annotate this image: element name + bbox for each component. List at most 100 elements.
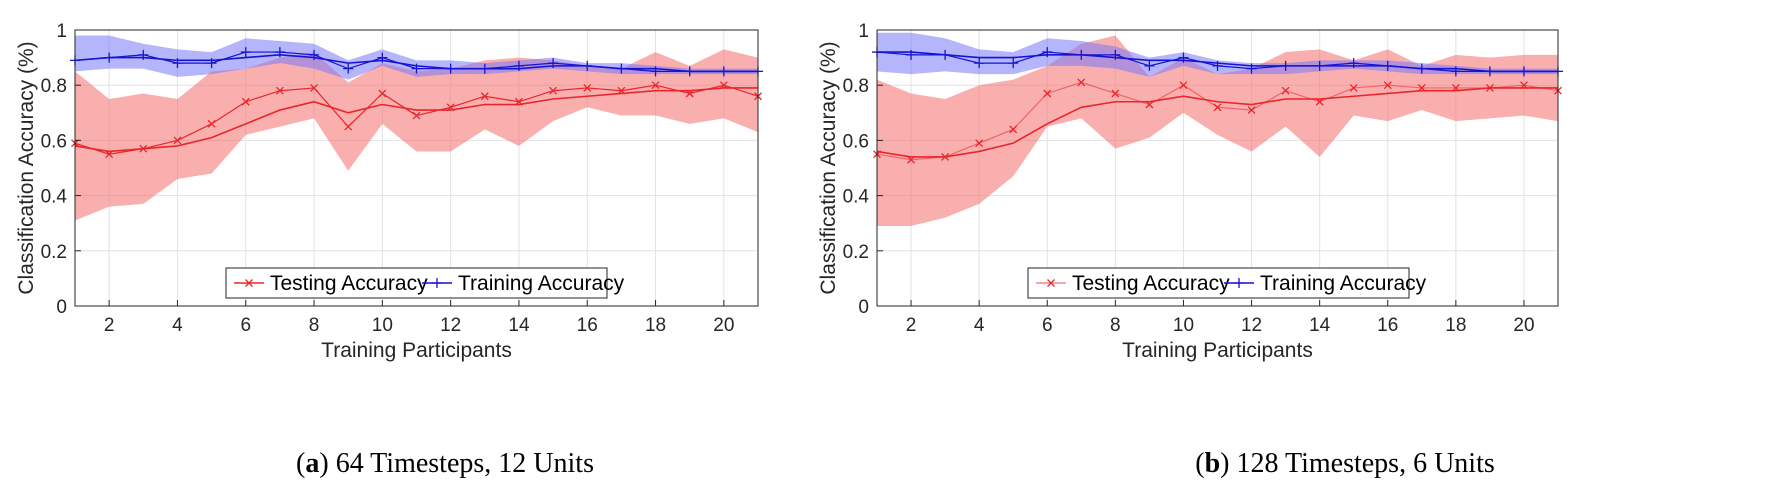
- data-point: [1145, 100, 1154, 109]
- data-point: [172, 58, 183, 69]
- data-point: [1247, 106, 1256, 114]
- legend-label: Testing Accuracy: [1072, 272, 1230, 295]
- x-tick-label: 18: [645, 315, 666, 336]
- data-point: [343, 63, 354, 74]
- data-point: [1213, 103, 1222, 112]
- data-point: [940, 49, 951, 60]
- y-tick-label: 0.2: [41, 242, 67, 263]
- caption-b-text: 128 Timesteps, 6 Units: [1229, 448, 1495, 479]
- data-point: [975, 139, 984, 148]
- data-point: [1383, 81, 1392, 90]
- x-tick-label: 10: [372, 315, 393, 336]
- data-point: [1314, 60, 1325, 71]
- caption-a-text: 64 Timesteps, 12 Units: [328, 448, 594, 479]
- data-point: [718, 66, 729, 77]
- legend-marker: [1047, 279, 1055, 287]
- data-point: [685, 89, 694, 98]
- data-point: [941, 153, 950, 161]
- y-tick-label: 0: [858, 297, 869, 318]
- data-point: [138, 49, 149, 60]
- legend-marker: [432, 278, 442, 288]
- x-tick-label: 6: [240, 315, 251, 336]
- y-tick-label: 0.6: [41, 131, 67, 152]
- data-point: [479, 63, 490, 74]
- data-point: [1178, 52, 1189, 63]
- data-point: [974, 58, 985, 69]
- data-point: [1009, 125, 1018, 134]
- data-point: [583, 84, 592, 92]
- axes-frame: [74, 29, 759, 307]
- x-tick-label: 4: [974, 315, 985, 336]
- data-point: [684, 66, 695, 77]
- data-point: [445, 63, 456, 74]
- legend-box: [1027, 267, 1410, 299]
- data-point: [1281, 86, 1290, 95]
- data-point: [173, 136, 182, 145]
- legend-marker: [1234, 278, 1244, 288]
- data-point: [1280, 60, 1291, 71]
- data-point: [309, 49, 320, 60]
- data-point: [105, 150, 114, 159]
- data-point: [1077, 78, 1086, 87]
- data-point: [446, 103, 455, 112]
- y-tick-label: 0.4: [843, 187, 870, 208]
- data-point: [310, 84, 319, 92]
- y-tick-label: 0.8: [41, 76, 67, 97]
- data-point: [1485, 84, 1494, 92]
- data-point: [275, 86, 284, 95]
- legend-box: [225, 267, 608, 299]
- x-tick-label: 16: [577, 315, 598, 336]
- legend: Testing Accuracy Training Accuracy: [225, 267, 625, 299]
- x-axis-label: Training Participants: [1122, 339, 1313, 362]
- data-point: [616, 63, 627, 74]
- data-point: [513, 60, 524, 71]
- data-point: [1349, 84, 1358, 92]
- data-point: [206, 58, 217, 69]
- y-tick-label: 1: [858, 21, 869, 42]
- data-point: [1451, 84, 1460, 92]
- caption-b-letter: b: [1204, 448, 1221, 479]
- data-point: [651, 81, 660, 90]
- x-tick-label: 18: [1445, 315, 1466, 336]
- x-tick-label: 12: [1241, 315, 1262, 336]
- data-point: [411, 63, 422, 74]
- data-point: [139, 144, 148, 153]
- legend-marker: [245, 279, 253, 287]
- data-point: [1382, 60, 1393, 71]
- y-axis-label: Classification Accuracy (%): [15, 41, 38, 294]
- data-point: [650, 66, 661, 77]
- data-point: [1348, 58, 1359, 69]
- data-point: [719, 81, 728, 90]
- y-tick-label: 0: [56, 297, 67, 318]
- data-point: [1518, 66, 1529, 77]
- x-tick-label: 2: [104, 315, 115, 336]
- x-tick-label: 10: [1173, 315, 1194, 336]
- axes-frame: [876, 29, 1559, 307]
- x-tick-label: 16: [1377, 315, 1398, 336]
- data-point: [274, 47, 285, 58]
- legend-label: Training Accuracy: [1260, 272, 1427, 295]
- data-point: [907, 155, 916, 164]
- data-point: [1179, 81, 1188, 90]
- data-point: [1416, 63, 1427, 74]
- data-point: [1008, 58, 1019, 69]
- x-tick-label: 2: [906, 315, 917, 336]
- band-testing-accuracy: [75, 49, 758, 221]
- data-point: [377, 52, 388, 63]
- x-tick-label: 12: [440, 315, 461, 336]
- data-point: [1043, 89, 1052, 98]
- data-point: [1144, 60, 1155, 71]
- data-point: [514, 97, 523, 106]
- trend-line-testing-accuracy: [876, 87, 1558, 158]
- x-tick-label: 20: [713, 315, 734, 336]
- x-tick-label: 4: [172, 315, 183, 336]
- x-tick-label: 20: [1513, 315, 1534, 336]
- data-point: [207, 119, 216, 128]
- y-tick-label: 0.4: [41, 187, 68, 208]
- caption-a-letter: a: [305, 448, 320, 479]
- data-point: [1484, 66, 1495, 77]
- x-tick-label: 14: [1309, 315, 1331, 336]
- legend-label: Training Accuracy: [458, 272, 625, 295]
- data-point: [378, 89, 387, 98]
- data-point: [906, 49, 917, 60]
